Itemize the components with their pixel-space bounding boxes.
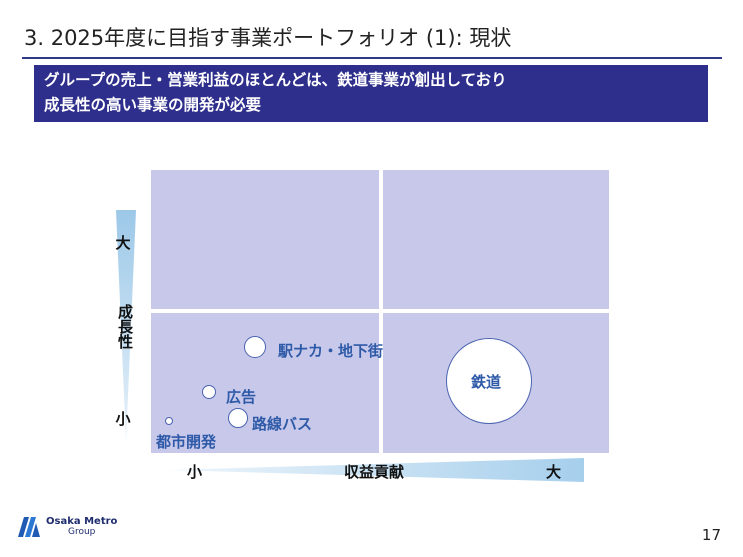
title-rule [22,57,722,59]
page-number: 17 [701,526,721,544]
banner-line-1: グループの売上・営業利益のほとんどは、鉄道事業が創出しており [44,71,507,89]
growth-high-label: 大 [115,234,131,252]
logo-line-2: Group [68,527,96,537]
label-bus: 路線バス [252,415,313,433]
revenue-high-label: 大 [546,463,562,481]
growth-low-label: 小 [115,410,131,428]
revenue-axis-wedge [168,458,584,482]
slide-title: 3. 2025年度に目指す事業ポートフォリオ (1): 現状 [24,26,512,50]
quadrant-top-left [151,170,379,309]
bubble-railway [446,338,532,424]
bubble-urban-dev [165,417,173,425]
revenue-low-label: 小 [187,463,203,481]
quadrant-bottom-left [151,313,379,453]
bubble-ekinaka [244,336,266,358]
banner-line-2: 成長性の高い事業の開発が必要 [44,96,262,114]
osaka-metro-logo: Osaka Metro Group [16,515,117,539]
quadrant-top-right [383,170,609,309]
revenue-axis-label: 収益貢献 [344,463,405,481]
growth-axis-label: 成長性 [116,303,134,349]
bubble-bus [228,408,248,428]
growth-axis-wedge [116,210,136,442]
logo-line-1: Osaka Metro [46,516,118,527]
label-advertising: 広告 [226,388,257,406]
label-ekinaka: 駅ナカ・地下街 [278,342,384,360]
bubble-advertising [202,385,216,399]
label-urban-dev: 都市開発 [156,433,217,451]
osaka-metro-mark-icon [18,517,40,537]
label-railway: 鉄道 [471,373,502,391]
key-message-banner: グループの売上・営業利益のほとんどは、鉄道事業が創出しており 成長性の高い事業の… [34,65,708,122]
